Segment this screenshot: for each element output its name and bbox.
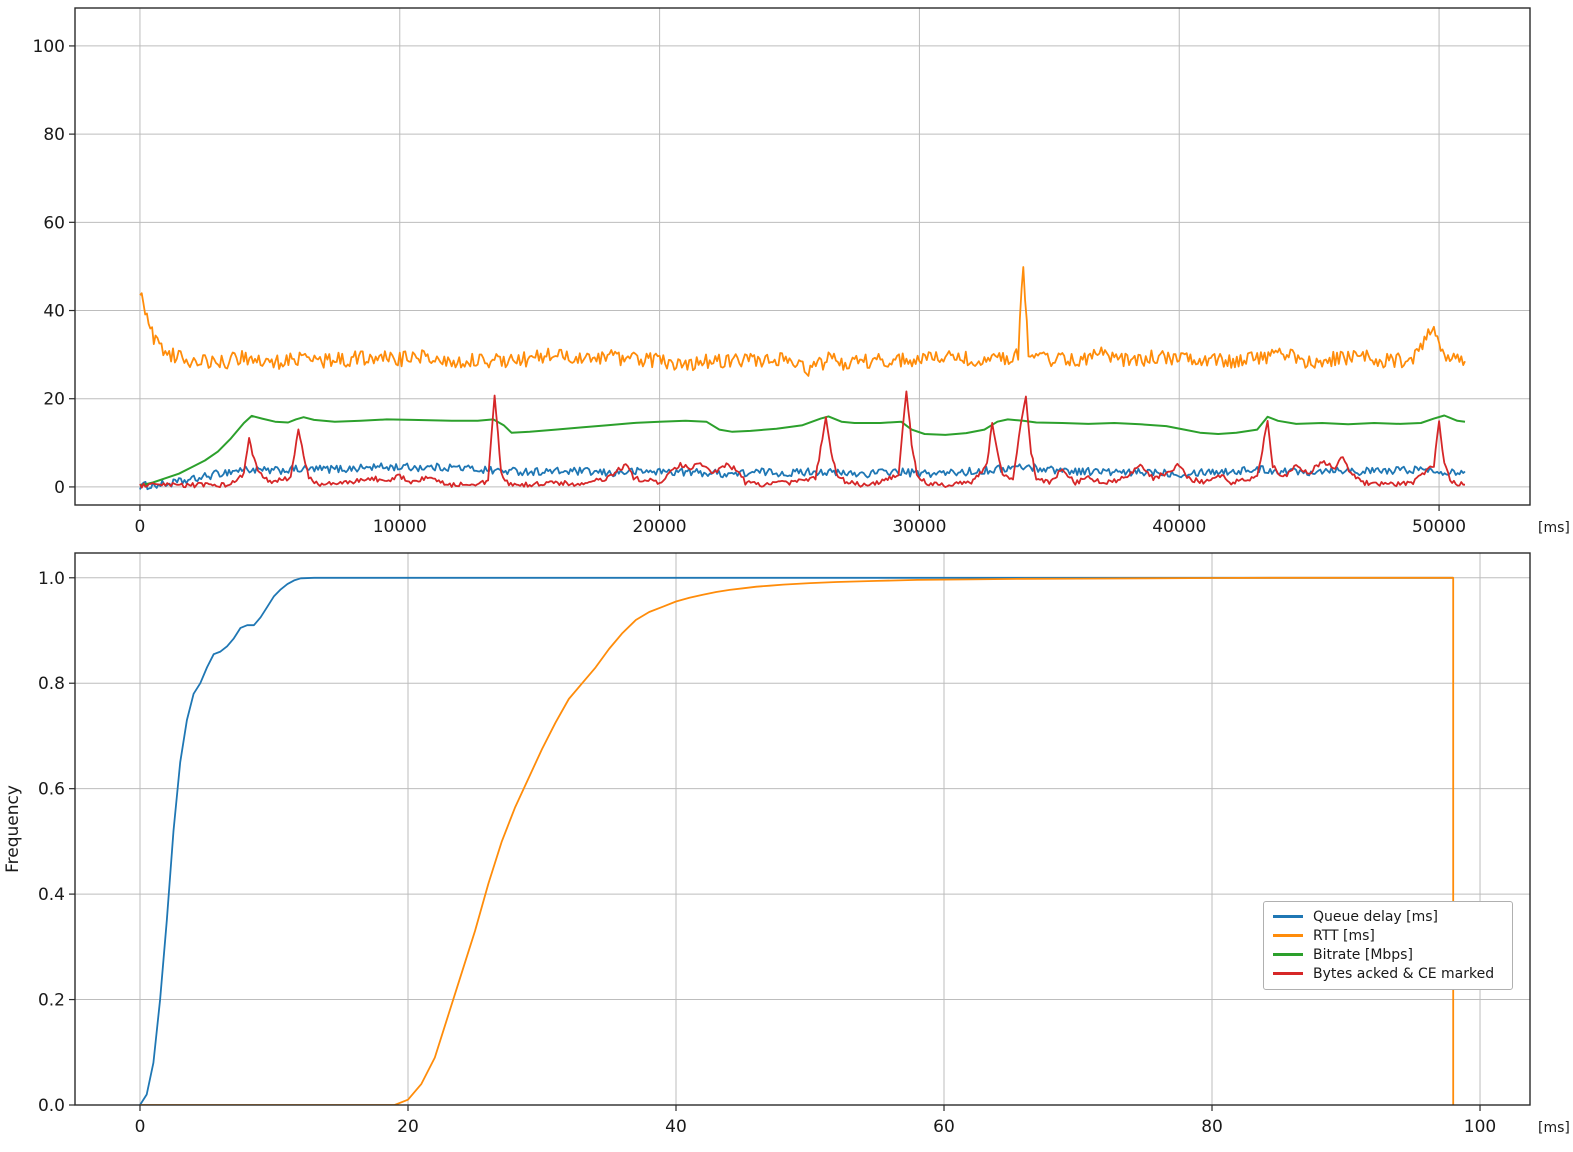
svg-text:100: 100 bbox=[1464, 1117, 1496, 1137]
svg-text:0: 0 bbox=[135, 517, 146, 537]
svg-text:0: 0 bbox=[135, 1117, 146, 1137]
svg-text:[ms]: [ms] bbox=[1538, 1120, 1570, 1136]
svg-text:60: 60 bbox=[43, 213, 65, 233]
top-chart: 0 10000 20000 30000 40000 50000 0 20 40 60 80 100 [m… bbox=[33, 7, 1570, 537]
svg-text:50000: 50000 bbox=[1412, 517, 1466, 537]
queue-delay-line-swatch bbox=[1273, 915, 1303, 918]
svg-text:0.6: 0.6 bbox=[38, 780, 65, 800]
svg-text:20000: 20000 bbox=[633, 517, 687, 537]
svg-text:80: 80 bbox=[43, 125, 65, 145]
svg-text:[ms]: [ms] bbox=[1538, 520, 1570, 536]
bytes-acked-line-swatch bbox=[1273, 972, 1303, 975]
svg-text:60: 60 bbox=[933, 1117, 955, 1137]
svg-text:0.2: 0.2 bbox=[38, 991, 65, 1011]
svg-text:Frequency: Frequency bbox=[3, 785, 23, 873]
legend: Queue delay [ms] RTT [ms] Bitrate [Mbps]… bbox=[1263, 901, 1513, 990]
legend-item-rtt: RTT [ms] bbox=[1273, 926, 1503, 945]
svg-text:30000: 30000 bbox=[892, 517, 946, 537]
bitrate-line-swatch bbox=[1273, 953, 1303, 956]
svg-text:10000: 10000 bbox=[373, 517, 427, 537]
svg-text:40: 40 bbox=[665, 1117, 687, 1137]
legend-item-bytes-acked: Bytes acked & CE marked bbox=[1273, 964, 1503, 983]
legend-label: Bytes acked & CE marked bbox=[1313, 965, 1495, 982]
svg-text:80: 80 bbox=[1201, 1117, 1223, 1137]
svg-text:40: 40 bbox=[43, 302, 65, 322]
legend-label: RTT [ms] bbox=[1313, 927, 1375, 944]
legend-item-bitrate: Bitrate [Mbps] bbox=[1273, 945, 1503, 964]
svg-text:40000: 40000 bbox=[1152, 517, 1206, 537]
svg-text:0.8: 0.8 bbox=[38, 674, 65, 694]
bottom-chart: 0 20 40 60 80 100 0.0 0.2 0.4 0.6 0.8 1.0 [ms] Freque… bbox=[3, 552, 1570, 1137]
svg-text:1.0: 1.0 bbox=[38, 569, 65, 589]
svg-text:100: 100 bbox=[33, 37, 65, 57]
rtt-line-swatch bbox=[1273, 934, 1303, 937]
svg-text:20: 20 bbox=[397, 1117, 419, 1137]
svg-text:0.4: 0.4 bbox=[38, 885, 65, 905]
svg-text:0: 0 bbox=[54, 478, 65, 498]
legend-label: Bitrate [Mbps] bbox=[1313, 946, 1413, 963]
legend-label: Queue delay [ms] bbox=[1313, 908, 1439, 925]
svg-text:20: 20 bbox=[43, 390, 65, 410]
legend-item-queue-delay: Queue delay [ms] bbox=[1273, 907, 1503, 926]
svg-text:0.0: 0.0 bbox=[38, 1096, 65, 1116]
